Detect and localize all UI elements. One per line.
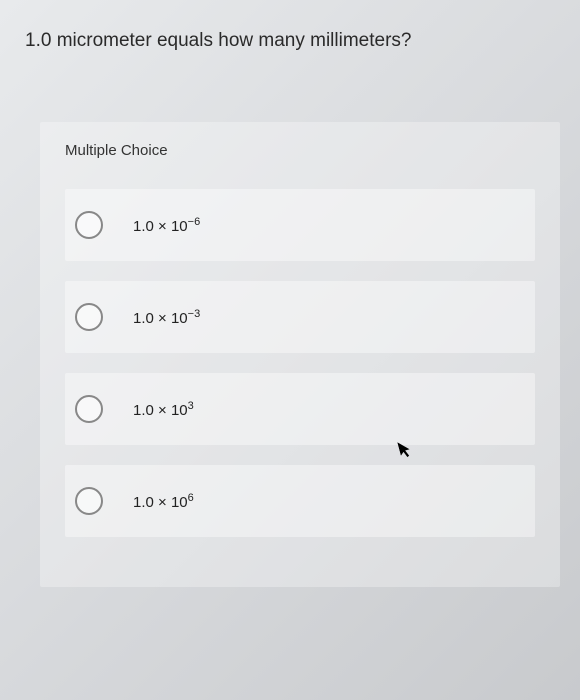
option-label: 1.0 × 10−6: [133, 216, 200, 235]
option-row-2[interactable]: 1.0 × 103: [65, 373, 535, 445]
option-row-3[interactable]: 1.0 × 106: [65, 465, 535, 537]
option-exponent: −6: [188, 216, 201, 228]
option-exponent: −3: [188, 308, 201, 320]
option-base: 1.0 × 10: [133, 218, 188, 235]
option-exponent: 6: [188, 492, 194, 504]
quiz-panel: Multiple Choice 1.0 × 10−6 1.0 × 10−3 1.…: [40, 122, 560, 587]
radio-icon[interactable]: [75, 211, 103, 239]
radio-icon[interactable]: [75, 395, 103, 423]
question-text: 1.0 micrometer equals how many millimete…: [20, 30, 560, 52]
option-row-0[interactable]: 1.0 × 10−6: [65, 189, 535, 261]
option-label: 1.0 × 106: [133, 492, 194, 511]
option-base: 1.0 × 10: [133, 494, 188, 511]
radio-icon[interactable]: [75, 303, 103, 331]
radio-icon[interactable]: [75, 487, 103, 515]
option-row-1[interactable]: 1.0 × 10−3: [65, 281, 535, 353]
option-exponent: 3: [188, 400, 194, 412]
option-base: 1.0 × 10: [133, 402, 188, 419]
option-label: 1.0 × 10−3: [133, 308, 200, 327]
option-base: 1.0 × 10: [133, 310, 188, 327]
section-label: Multiple Choice: [65, 142, 535, 159]
option-label: 1.0 × 103: [133, 400, 194, 419]
